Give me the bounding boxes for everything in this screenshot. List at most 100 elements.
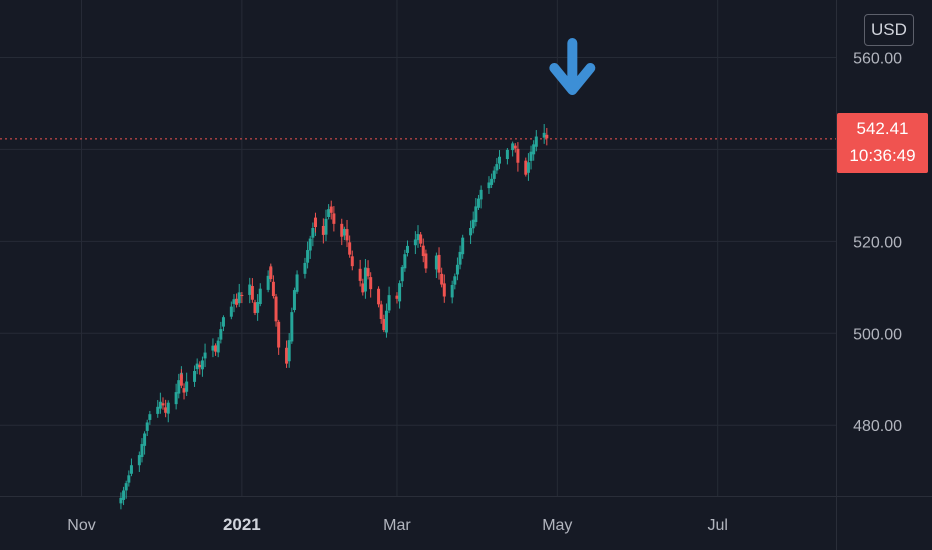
- candle: [211, 338, 215, 358]
- candle: [469, 220, 473, 244]
- candle: [311, 222, 315, 247]
- candle: [129, 458, 133, 477]
- candle: [324, 209, 328, 242]
- candle: [471, 211, 475, 234]
- candle: [198, 361, 202, 375]
- candle: [363, 259, 367, 287]
- candle: [505, 148, 509, 165]
- candle: [437, 247, 441, 280]
- candle: [440, 267, 444, 288]
- candle: [524, 157, 528, 177]
- candle: [534, 130, 538, 152]
- time-tick-label: Mar: [383, 517, 411, 534]
- candle: [516, 142, 520, 172]
- candle: [140, 438, 144, 463]
- candle: [303, 257, 307, 279]
- candle: [348, 235, 352, 258]
- candle: [290, 307, 294, 344]
- candle: [143, 431, 147, 455]
- candle: [350, 250, 354, 271]
- candle: [358, 259, 362, 287]
- candle: [240, 292, 244, 304]
- candle: [248, 277, 252, 304]
- candle: [266, 270, 270, 293]
- candle: [235, 293, 239, 308]
- candle: [453, 273, 457, 290]
- time-tick-label: 2021: [223, 515, 261, 534]
- last-price-value: 542.41: [856, 119, 909, 138]
- annotations: [549, 38, 596, 95]
- candle: [164, 399, 168, 418]
- candle: [398, 280, 402, 309]
- candle: [229, 301, 233, 320]
- candle: [306, 241, 310, 269]
- candle: [269, 263, 273, 283]
- candle: [124, 480, 128, 499]
- candle: [413, 231, 417, 255]
- candle: [476, 194, 480, 211]
- candle: [182, 383, 186, 400]
- candle: [419, 231, 423, 248]
- candle: [424, 249, 428, 273]
- candle: [193, 365, 197, 387]
- candle: [195, 358, 199, 375]
- candle: [177, 373, 181, 399]
- candle: [200, 356, 204, 377]
- candle: [361, 278, 365, 296]
- currency-badge[interactable]: USD: [864, 14, 914, 46]
- candle: [382, 314, 386, 333]
- candle: [434, 252, 438, 279]
- candle: [461, 234, 465, 259]
- candle: [450, 280, 454, 304]
- candle: [490, 173, 494, 188]
- candle: [474, 198, 478, 227]
- candle: [292, 287, 296, 313]
- candle: [221, 315, 225, 332]
- candle: [384, 303, 388, 338]
- candle: [295, 270, 299, 294]
- candle: [479, 185, 483, 209]
- candle: [403, 249, 407, 272]
- candle: [277, 319, 281, 355]
- time-tick-label: Nov: [67, 517, 95, 534]
- arrow-down-icon: [549, 38, 596, 95]
- candle: [237, 283, 241, 307]
- candle: [156, 400, 160, 418]
- candle: [497, 150, 501, 170]
- candle: [219, 321, 223, 344]
- candle: [400, 265, 404, 288]
- time-tick-label: May: [542, 517, 572, 534]
- candle: [308, 235, 312, 259]
- candle: [148, 410, 152, 425]
- candle: [416, 225, 420, 248]
- candle: [332, 206, 336, 232]
- candle: [253, 299, 257, 316]
- candle: [127, 470, 131, 487]
- candle: [366, 260, 370, 280]
- candle: [529, 145, 533, 170]
- candle: [329, 200, 333, 220]
- candle: [287, 333, 291, 368]
- candle: [342, 226, 346, 241]
- candle: [492, 166, 496, 183]
- candle: [271, 275, 275, 299]
- candle: [203, 343, 207, 368]
- candle: [327, 204, 331, 220]
- candle: [513, 143, 517, 153]
- candle: [345, 219, 349, 248]
- bar-countdown: 10:36:49: [849, 146, 916, 165]
- price-tick-label: 500.00: [853, 326, 902, 343]
- candle: [458, 245, 462, 270]
- candle: [442, 274, 446, 303]
- candle: [274, 293, 278, 327]
- candle: [258, 283, 262, 307]
- time-axis[interactable]: Nov 2021 Mar May Jul: [67, 515, 728, 534]
- price-tick-label: 480.00: [853, 418, 902, 435]
- candle: [232, 294, 236, 313]
- candle: [526, 153, 530, 181]
- candle: [185, 372, 189, 396]
- candle: [174, 383, 178, 410]
- candle: [377, 286, 381, 308]
